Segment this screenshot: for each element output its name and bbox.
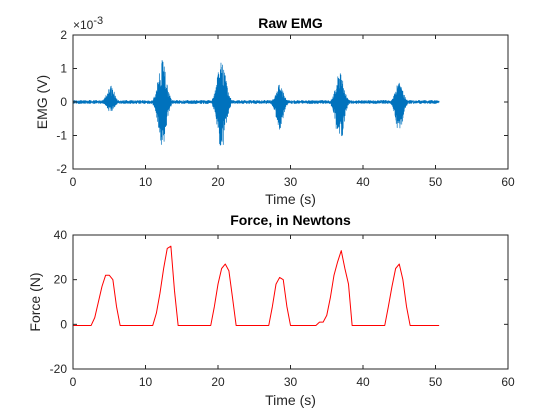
force-title: Force, in Newtons [230,212,351,228]
force-xtick-label: 40 [356,375,370,389]
emg-xtick-label: 0 [70,175,77,189]
emg-ytick-label: 0 [60,95,67,109]
force-ytick-label: -20 [50,362,68,376]
emg-ytick-label: -2 [56,162,67,176]
emg-ylabel: EMG (V) [34,75,50,129]
emg-series [72,60,440,146]
force-xtick-label: 10 [139,375,153,389]
emg-xlabel: Time (s) [265,191,316,207]
force-xtick-label: 30 [284,375,298,389]
emg-series-line [72,60,440,146]
force-ytick-label: 20 [54,273,68,287]
force-xtick-label: 20 [211,375,225,389]
force-ytick-label: 0 [60,317,67,331]
emg-xtick-label: 30 [284,175,298,189]
force-series [73,245,440,326]
emg-xtick-label: 10 [139,175,153,189]
force-ylabel: Force (N) [27,272,43,331]
emg-xtick-label: 40 [356,175,370,189]
emg-title: Raw EMG [258,15,323,31]
emg-xtick-label: 20 [211,175,225,189]
emg-axes: 0 10 20 30 40 50 60 -2 -1 0 1 2 Raw EMG Time (s) EM… [34,15,515,207]
emg-xtick-label: 60 [501,175,515,189]
force-xtick-label: 50 [429,375,443,389]
emg-exponent-base: ×10 [73,18,94,32]
force-xtick-label: 60 [501,375,515,389]
force-xlabel: Time (s) [265,392,316,408]
emg-ytick-label: -1 [56,129,67,143]
emg-xtick-label: 50 [429,175,443,189]
emg-exponent-power: -3 [93,15,103,27]
emg-ytick-label: 2 [60,28,67,42]
emg-ticks: 0 10 20 30 40 50 60 -2 -1 0 1 2 [56,28,515,189]
force-series-line [73,245,440,326]
force-xtick-label: 0 [70,375,77,389]
emg-exponent-label: ×10-3 [73,15,103,32]
force-plot-area [73,235,508,369]
emg-ytick-label: 1 [60,62,67,76]
force-ytick-label: 40 [54,228,68,242]
